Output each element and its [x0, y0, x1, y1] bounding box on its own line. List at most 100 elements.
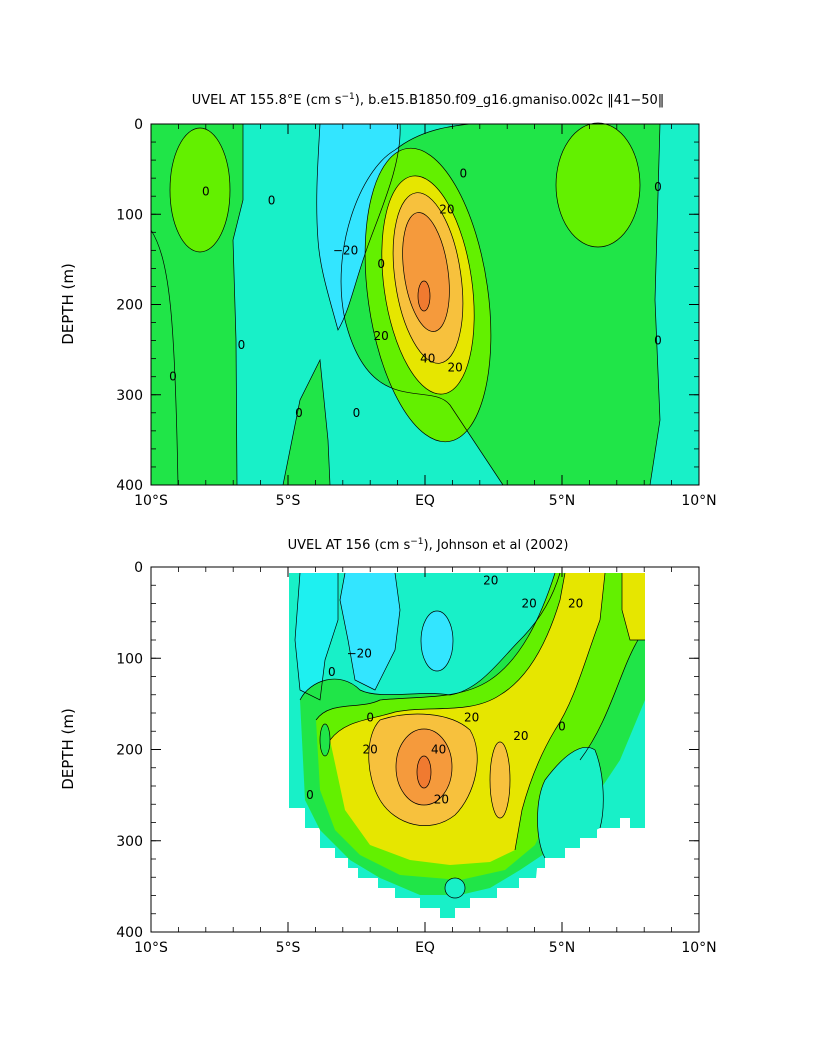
field-20-30-b [622, 573, 645, 640]
contour-label: 20 [513, 729, 528, 743]
y-tick-label: 300 [116, 834, 143, 850]
panel-model-fill [151, 123, 699, 485]
x-tick-label: 10°S [134, 940, 168, 956]
contour-line [444, 877, 466, 899]
contour-line [381, 175, 475, 395]
contour-line [368, 713, 478, 826]
contour-line [294, 572, 339, 701]
x-tick-label: EQ [415, 493, 435, 509]
field-neg-right [650, 124, 699, 485]
field-gt50 [417, 756, 431, 788]
contour-label: 20 [483, 574, 498, 588]
contour-label: −20 [333, 243, 358, 257]
contour-label: 0 [268, 194, 276, 208]
contour-label: 0 [377, 257, 385, 271]
y-tick-label: 200 [116, 743, 143, 759]
contour-line [555, 122, 641, 248]
contour-line [315, 572, 556, 721]
field-10-20-right [556, 123, 640, 247]
contour-line [417, 280, 431, 312]
panel-model-contour-labels: 0 0 0 0 0 0 −20 0 0 20 20 40 20 0 0 [169, 167, 662, 420]
contour-line [150, 229, 179, 486]
panel-model-ylabel: DEPTH (m) [59, 263, 77, 345]
x-tick-label: 10°N [681, 493, 716, 509]
x-tick-label: 5°S [276, 493, 301, 509]
contour-line [319, 723, 331, 757]
contour-label: 0 [353, 406, 361, 420]
x-tick-label: 10°N [681, 940, 716, 956]
contour-label: 0 [306, 788, 314, 802]
contour-line [395, 728, 453, 806]
contour-label: 40 [420, 352, 435, 366]
field-neg-c [421, 611, 453, 671]
contour-label: 40 [431, 743, 446, 757]
contour-label: 0 [654, 334, 662, 348]
x-tick-label: 10°S [134, 493, 168, 509]
contour-line [169, 127, 231, 253]
contour-line [489, 741, 511, 819]
contour-label: 0 [202, 185, 210, 199]
contour-label: 20 [568, 597, 583, 611]
contour-label: 0 [460, 167, 468, 181]
y-tick-label: 0 [134, 560, 143, 576]
contour-line [329, 572, 566, 741]
field-10-20-left [170, 128, 230, 252]
x-tick-label: 5°N [549, 493, 575, 509]
panel-model-title: UVEL AT 155.8°E (cm s−1), b.e15.B1850.f0… [192, 92, 665, 108]
y-tick-label: 100 [116, 207, 143, 223]
contour-line [232, 124, 244, 486]
contour-line [392, 192, 464, 364]
panel-observed-ylabel: DEPTH (m) [59, 708, 77, 790]
field-0-10-region-b [283, 360, 330, 485]
x-tick-label: EQ [415, 940, 435, 956]
contour-label: 0 [654, 180, 662, 194]
y-tick-label: 200 [116, 298, 143, 314]
contour-line [364, 147, 492, 443]
panel-observed-contour-labels: 0 −20 0 20 20 20 20 20 40 20 20 0 0 [306, 574, 583, 807]
contour-line [621, 573, 645, 641]
y-tick-label: 400 [116, 478, 143, 494]
contour-line [282, 358, 331, 486]
contour-label: 0 [558, 720, 566, 734]
contour-label: 0 [328, 665, 336, 679]
field-neg-a [295, 573, 338, 700]
contour-label: 0 [295, 406, 303, 420]
contour-line [339, 572, 401, 691]
field-jet-40 [402, 212, 450, 332]
field-local-c [445, 878, 465, 898]
contour-label: 20 [447, 361, 462, 375]
y-tick-label: 400 [116, 925, 143, 941]
contour-label: 0 [366, 711, 374, 725]
contour-line [402, 212, 450, 332]
contour-line [579, 639, 639, 761]
contour-label: 20 [374, 329, 389, 343]
contour-line [649, 123, 661, 486]
contour-label: −20 [347, 647, 372, 661]
x-tick-label: 5°S [276, 940, 301, 956]
contour-label: 20 [434, 793, 449, 807]
panel-observed: UVEL AT 156 (cm s−1), Johnson et al (200… [59, 537, 717, 956]
panel-model-contours [150, 122, 661, 486]
contour-label: 20 [521, 597, 536, 611]
contour-line [316, 123, 401, 331]
contour-line [537, 747, 604, 859]
panel-observed-contours [294, 572, 645, 899]
field-local-b [490, 742, 510, 818]
contour-label: 20 [363, 743, 378, 757]
panel-observed-fill [289, 573, 645, 918]
contour-line [416, 755, 432, 789]
field-local-a [320, 724, 330, 756]
field-neg-b [340, 573, 400, 690]
contour-label: 20 [439, 203, 454, 217]
x-tick-label: 5°N [549, 940, 575, 956]
y-tick-label: 100 [116, 651, 143, 667]
contour-line [340, 123, 504, 486]
contour-line [420, 610, 454, 672]
field-jet-50 [418, 281, 430, 311]
y-tick-label: 0 [134, 117, 143, 133]
panel-model: UVEL AT 155.8°E (cm s−1), b.e15.B1850.f0… [59, 92, 717, 509]
